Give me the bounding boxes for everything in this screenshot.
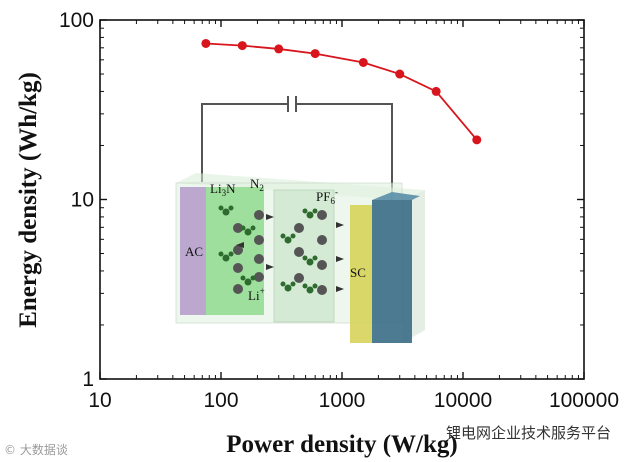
battery-inset-illustration: Li3N N2 PF6- AC Li+ SC: [175, 96, 425, 343]
data-point: [431, 86, 441, 96]
y-tick-label: 1: [82, 368, 94, 391]
data-point: [237, 41, 247, 51]
li-ions: [233, 210, 327, 295]
x-tick-label: 1000: [319, 389, 366, 412]
label-sc: SC: [350, 265, 366, 280]
sc-electrode: [350, 205, 372, 343]
current-collector-side: [372, 192, 420, 200]
watermark-right: 锂电网企业技术服务平台: [446, 424, 611, 442]
label-li-plus: Li+: [248, 286, 265, 303]
y-tick-label: 10: [71, 189, 94, 212]
x-tick-label: 100: [203, 389, 238, 412]
pf6-anions: [218, 205, 318, 294]
x-tick-label: 10000: [434, 389, 492, 412]
data-point: [395, 69, 405, 79]
watermark-left: © 大数据谈: [4, 442, 68, 457]
label-li3n: Li3N: [210, 181, 236, 198]
y-tick-label: 100: [59, 9, 94, 32]
series-line: [205, 42, 478, 141]
ac-electrode: [180, 187, 206, 315]
data-point: [310, 49, 320, 59]
series-layer: [201, 38, 482, 145]
label-n2: N2: [250, 176, 264, 193]
label-ac: AC: [185, 244, 203, 259]
data-point: [201, 38, 211, 48]
current-collector: [372, 200, 412, 343]
data-point: [472, 135, 482, 145]
x-tick-label: 10: [88, 389, 111, 412]
x-axis-ticks: 10 100 1000 10000 100000: [88, 20, 619, 412]
y-axis-ticks: 1 10 100: [59, 9, 584, 391]
data-point: [358, 57, 368, 67]
x-tick-label: 100000: [549, 389, 619, 412]
label-pf6: PF6-: [316, 187, 338, 206]
ion-arrows: [236, 214, 344, 292]
external-circuit: [201, 96, 393, 200]
y-axis-title: Energy density (Wh/kg): [15, 72, 42, 328]
x-axis-title: Power density (W/kg): [226, 431, 457, 458]
data-point: [274, 44, 284, 54]
